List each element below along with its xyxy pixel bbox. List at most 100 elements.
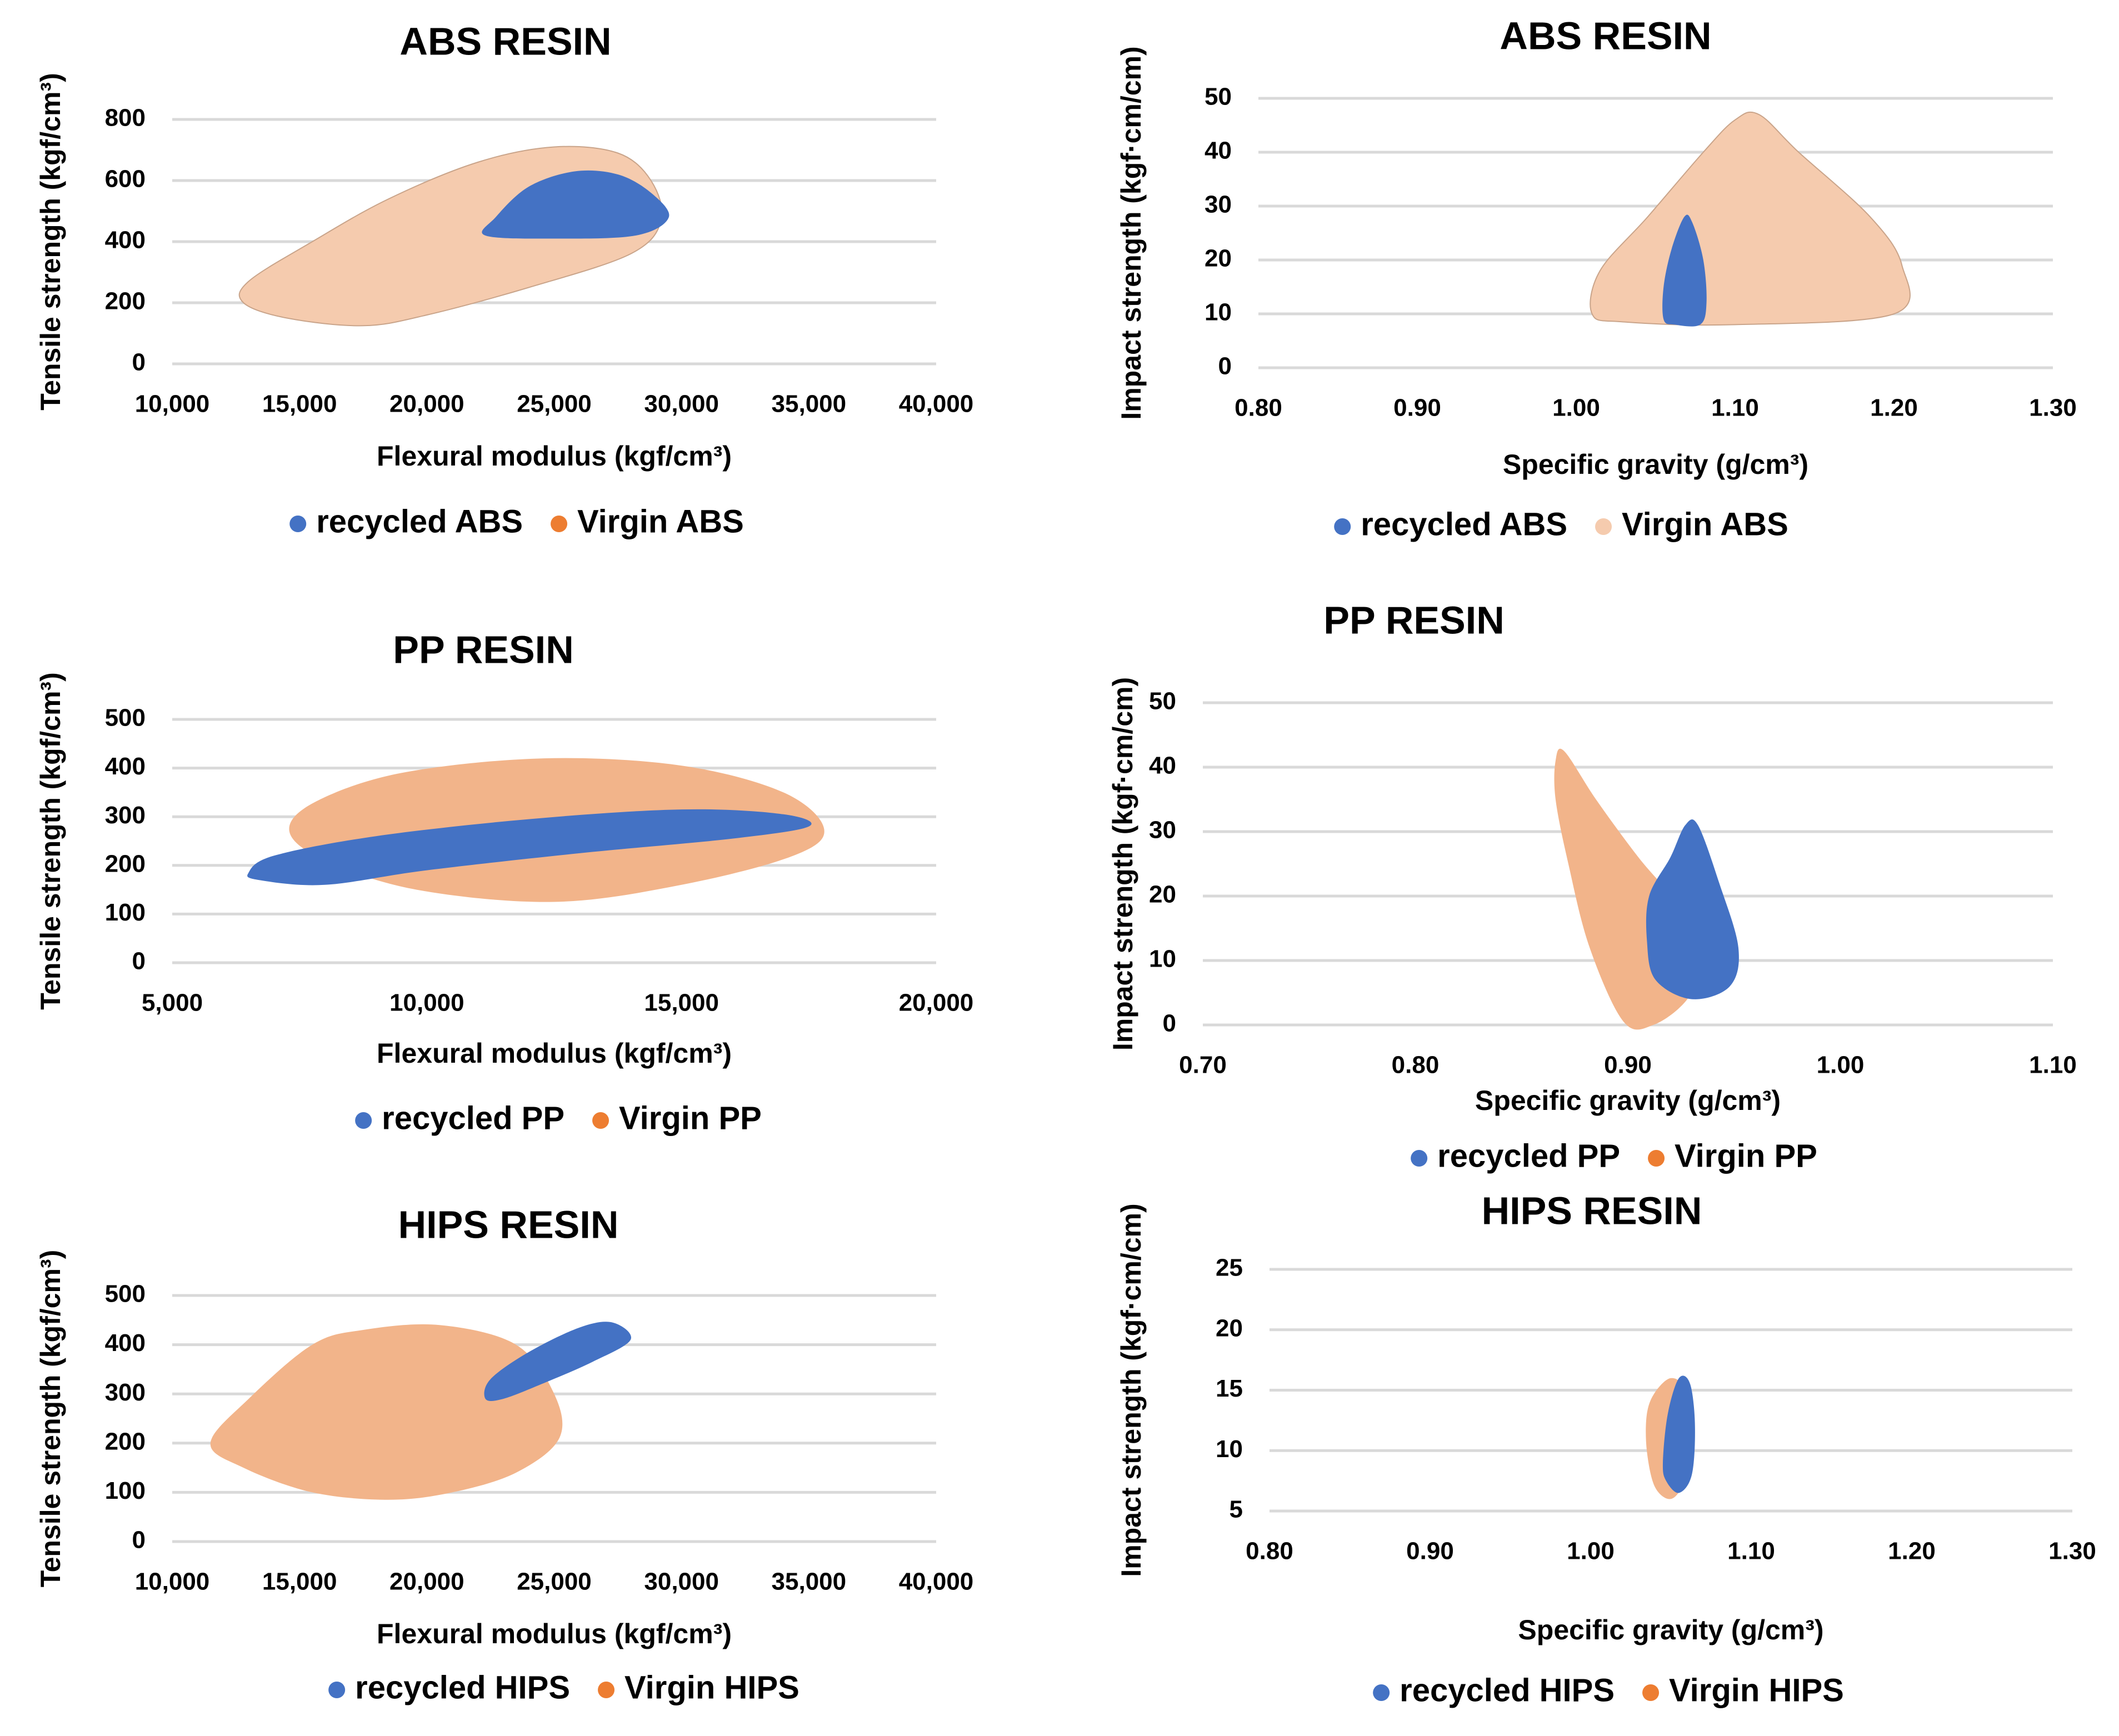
chart-6: HIPS RESIN 5 10 15 20 25 0.80 0.90 1.00 1.10 1.20 1… — [1116, 1189, 2096, 1708]
legend-marker-virgin[interactable] — [1642, 1684, 1660, 1701]
legend: recycled HIPS Virgin HIPS — [328, 1669, 799, 1705]
legend-label-virgin[interactable]: Virgin ABS — [577, 503, 744, 539]
legend: recycled PP Virgin PP — [1411, 1138, 1817, 1174]
chart-5: HIPS RESIN 0 100 200 300 400 500 10,000 15,000 20… — [35, 1203, 973, 1705]
x-tick-label: 20,000 — [899, 989, 974, 1017]
legend-marker-recycled[interactable] — [1334, 518, 1351, 535]
x-tick-label: 1.00 — [1567, 1538, 1615, 1565]
x-tick-label: 0.90 — [1604, 1052, 1652, 1079]
legend-label-virgin[interactable]: Virgin PP — [619, 1100, 762, 1136]
y-tick-label: 10 — [1216, 1435, 1243, 1463]
legend-marker-recycled[interactable] — [1373, 1684, 1390, 1701]
chart-title: HIPS RESIN — [398, 1203, 619, 1246]
y-tick-label: 40 — [1205, 137, 1232, 164]
legend-label-recycled[interactable]: recycled HIPS — [355, 1669, 570, 1705]
x-tick-label: 1.20 — [1870, 394, 1918, 422]
x-tick-label: 0.80 — [1246, 1538, 1293, 1565]
y-axis-label: Impact strength (kgf·cm/cm) — [1116, 1203, 1147, 1577]
recycled-area — [484, 1322, 632, 1401]
x-tick-label: 0.90 — [1393, 394, 1441, 422]
x-tick-label: 15,000 — [262, 391, 337, 418]
y-tick-label: 20 — [1149, 881, 1176, 908]
x-tick-label: 30,000 — [644, 1568, 719, 1595]
legend-label-recycled[interactable]: recycled ABS — [316, 503, 523, 539]
legend-marker-recycled[interactable] — [289, 516, 307, 532]
legend-label-virgin[interactable]: Virgin PP — [1675, 1138, 1817, 1174]
legend-marker-virgin[interactable] — [598, 1682, 615, 1698]
legend-marker-virgin[interactable] — [551, 516, 568, 532]
y-tick-label: 200 — [105, 1428, 146, 1455]
recycled-area — [1646, 819, 1739, 999]
x-tick-label: 35,000 — [772, 1568, 847, 1595]
chart-4: PP RESIN 0 10 20 30 40 50 0.70 0.80 0.90 1.00 1.10 S… — [1107, 598, 2077, 1174]
legend-marker-virgin[interactable] — [1595, 518, 1612, 535]
legend-marker-recycled[interactable] — [1411, 1150, 1428, 1167]
legend: recycled ABS Virgin ABS — [1334, 506, 1788, 542]
y-axis-label: Impact strength (kgf·cm/cm) — [1116, 46, 1147, 419]
legend-marker-recycled[interactable] — [355, 1112, 372, 1129]
x-tick-label: 20,000 — [389, 1568, 464, 1595]
recycled-area — [247, 809, 812, 885]
x-tick-label: 1.30 — [2048, 1538, 2096, 1565]
y-tick-label: 0 — [1218, 353, 1232, 380]
y-axis-label: Tensile strength (kgf/cm³) — [35, 1250, 66, 1587]
recycled-area — [1662, 214, 1707, 327]
y-tick-label: 50 — [1205, 83, 1232, 111]
y-axis-label: Tensile strength (kgf/cm³) — [35, 672, 66, 1009]
legend-label-recycled[interactable]: recycled ABS — [1361, 506, 1567, 542]
x-tick-label: 1.00 — [1817, 1052, 1865, 1079]
y-tick-label: 20 — [1205, 245, 1232, 272]
x-tick-label: 20,000 — [389, 391, 464, 418]
x-tick-label: 1.10 — [2029, 1052, 2077, 1079]
y-tick-label: 800 — [105, 104, 146, 132]
x-tick-label: 10,000 — [135, 1568, 210, 1595]
x-tick-label: 1.10 — [1711, 394, 1759, 422]
y-tick-label: 400 — [105, 227, 146, 254]
legend-label-recycled[interactable]: recycled PP — [382, 1100, 564, 1136]
x-axis-label: Specific gravity (g/cm³) — [1503, 449, 1808, 480]
x-tick-label: 0.70 — [1179, 1052, 1227, 1079]
legend-label-virgin[interactable]: Virgin HIPS — [624, 1669, 799, 1705]
x-tick-label: 1.20 — [1888, 1538, 1936, 1565]
legend-marker-virgin[interactable] — [592, 1112, 609, 1129]
x-tick-label: 0.80 — [1392, 1052, 1440, 1079]
x-tick-label: 30,000 — [644, 391, 719, 418]
y-tick-label: 40 — [1149, 752, 1176, 779]
y-tick-label: 400 — [105, 1329, 146, 1357]
x-tick-label: 35,000 — [772, 391, 847, 418]
y-tick-label: 0 — [132, 1527, 146, 1554]
y-tick-label: 10 — [1149, 945, 1176, 973]
legend: recycled PP Virgin PP — [355, 1100, 762, 1136]
legend-label-virgin[interactable]: Virgin ABS — [1622, 506, 1788, 542]
y-tick-label: 300 — [105, 1379, 146, 1406]
y-tick-label: 30 — [1205, 191, 1232, 218]
legend-marker-virgin[interactable] — [1648, 1150, 1665, 1167]
y-tick-label: 300 — [105, 802, 146, 829]
x-tick-label: 10,000 — [135, 391, 210, 418]
y-tick-label: 200 — [105, 288, 146, 315]
y-tick-label: 400 — [105, 753, 146, 780]
legend-label-virgin[interactable]: Virgin HIPS — [1669, 1672, 1844, 1708]
recycled-area — [1662, 1375, 1695, 1493]
y-tick-label: 500 — [105, 704, 146, 732]
x-axis-label: Specific gravity (g/cm³) — [1518, 1614, 1823, 1645]
chart-title: PP RESIN — [393, 628, 574, 671]
y-tick-label: 100 — [105, 899, 146, 926]
x-tick-label: 10,000 — [389, 989, 464, 1017]
y-tick-label: 30 — [1149, 817, 1176, 844]
x-tick-label: 1.00 — [1552, 394, 1600, 422]
x-axis-label: Flexural modulus (kgf/cm³) — [377, 441, 732, 472]
x-tick-label: 40,000 — [899, 391, 974, 418]
legend-label-recycled[interactable]: recycled HIPS — [1400, 1672, 1615, 1708]
legend-label-recycled[interactable]: recycled PP — [1437, 1138, 1620, 1174]
y-tick-label: 50 — [1149, 688, 1176, 715]
y-tick-label: 0 — [132, 349, 146, 376]
x-tick-label: 0.90 — [1406, 1538, 1454, 1565]
y-tick-label: 25 — [1216, 1254, 1243, 1282]
legend-marker-recycled[interactable] — [328, 1682, 346, 1698]
y-tick-label: 20 — [1216, 1314, 1243, 1342]
y-tick-label: 5 — [1230, 1496, 1243, 1523]
virgin-area — [210, 1324, 563, 1500]
y-tick-label: 0 — [1163, 1010, 1176, 1037]
